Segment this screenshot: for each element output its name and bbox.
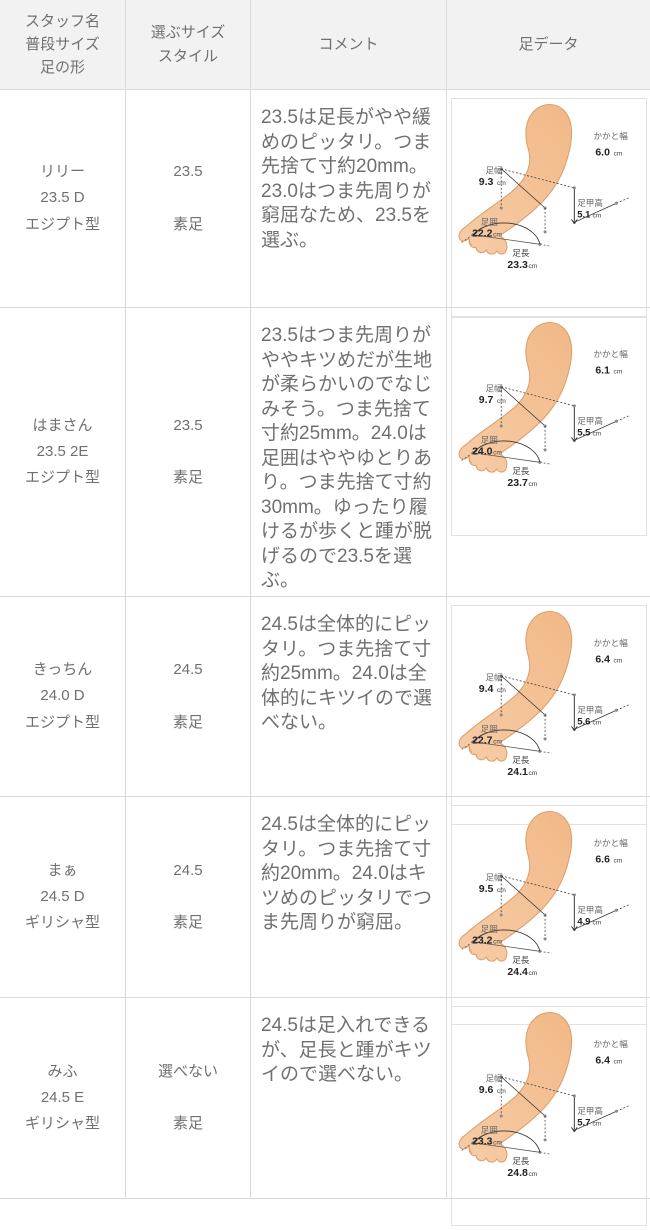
svg-text:9.6: 9.6 (479, 1084, 494, 1096)
svg-text:cm: cm (528, 1171, 537, 1178)
svg-text:足幅: 足幅 (485, 672, 503, 683)
svg-text:cm: cm (497, 1088, 506, 1095)
svg-text:かかと幅: かかと幅 (593, 1038, 628, 1049)
svg-text:5.7: 5.7 (577, 1118, 590, 1129)
svg-text:cm: cm (497, 398, 506, 405)
svg-text:かかと幅: かかと幅 (593, 837, 628, 848)
svg-text:24.0: 24.0 (472, 446, 493, 458)
svg-text:5.1: 5.1 (577, 210, 591, 221)
svg-text:足囲: 足囲 (481, 924, 498, 934)
svg-text:4.9: 4.9 (577, 917, 590, 928)
svg-text:cm: cm (614, 368, 623, 375)
svg-text:足甲高: 足甲高 (577, 1105, 603, 1116)
svg-text:5.5: 5.5 (577, 428, 591, 439)
svg-text:cm: cm (497, 687, 506, 694)
svg-text:足長: 足長 (512, 248, 530, 258)
svg-text:6.0: 6.0 (595, 146, 610, 158)
svg-text:22.7: 22.7 (472, 735, 493, 747)
svg-text:cm: cm (592, 1121, 601, 1128)
svg-text:cm: cm (614, 857, 623, 864)
svg-text:cm: cm (528, 770, 537, 777)
svg-text:23.2: 23.2 (472, 935, 493, 947)
svg-text:6.4: 6.4 (595, 653, 610, 665)
svg-text:cm: cm (592, 431, 601, 438)
svg-text:9.4: 9.4 (479, 683, 494, 695)
svg-text:かかと幅: かかと幅 (593, 348, 628, 359)
svg-text:cm: cm (493, 232, 502, 239)
svg-text:cm: cm (592, 213, 601, 220)
svg-text:cm: cm (493, 450, 502, 457)
svg-text:足囲: 足囲 (481, 217, 498, 227)
svg-text:6.4: 6.4 (595, 1054, 610, 1066)
svg-text:足甲高: 足甲高 (577, 415, 603, 426)
svg-text:足幅: 足幅 (485, 165, 503, 176)
svg-text:足幅: 足幅 (485, 383, 503, 394)
svg-text:足長: 足長 (512, 466, 530, 476)
svg-text:cm: cm (493, 939, 502, 946)
svg-text:23.3: 23.3 (507, 259, 528, 271)
svg-text:足幅: 足幅 (485, 1073, 503, 1084)
svg-text:24.8: 24.8 (507, 1167, 528, 1179)
svg-text:9.7: 9.7 (479, 394, 494, 406)
svg-text:足甲高: 足甲高 (577, 704, 603, 715)
svg-text:かかと幅: かかと幅 (593, 637, 628, 648)
svg-text:24.4: 24.4 (507, 966, 528, 978)
svg-text:23.3: 23.3 (472, 1136, 493, 1148)
svg-text:cm: cm (493, 739, 502, 746)
svg-text:cm: cm (528, 970, 537, 977)
svg-text:足長: 足長 (512, 755, 530, 765)
svg-text:足長: 足長 (512, 1156, 530, 1166)
svg-text:足甲高: 足甲高 (577, 197, 603, 208)
svg-text:cm: cm (614, 150, 623, 157)
svg-text:かかと幅: かかと幅 (593, 130, 628, 141)
svg-text:足長: 足長 (512, 955, 530, 965)
svg-text:足甲高: 足甲高 (577, 904, 603, 915)
svg-text:cm: cm (614, 1058, 623, 1065)
svg-text:6.6: 6.6 (595, 853, 610, 865)
svg-text:足囲: 足囲 (481, 435, 498, 445)
svg-text:6.1: 6.1 (595, 364, 610, 376)
svg-text:cm: cm (592, 720, 601, 727)
svg-text:cm: cm (528, 481, 537, 488)
svg-text:足囲: 足囲 (481, 724, 498, 734)
svg-text:cm: cm (497, 887, 506, 894)
svg-text:5.6: 5.6 (577, 717, 590, 728)
svg-text:cm: cm (592, 920, 601, 927)
svg-text:cm: cm (493, 1140, 502, 1147)
svg-text:24.1: 24.1 (507, 766, 528, 778)
svg-text:足幅: 足幅 (485, 872, 503, 883)
svg-text:cm: cm (497, 180, 506, 187)
svg-text:9.5: 9.5 (479, 883, 494, 895)
svg-text:22.2: 22.2 (472, 228, 493, 240)
svg-text:cm: cm (528, 263, 537, 270)
svg-text:23.7: 23.7 (507, 477, 528, 489)
svg-text:9.3: 9.3 (479, 176, 494, 188)
svg-text:足囲: 足囲 (481, 1125, 498, 1135)
svg-text:cm: cm (614, 657, 623, 664)
